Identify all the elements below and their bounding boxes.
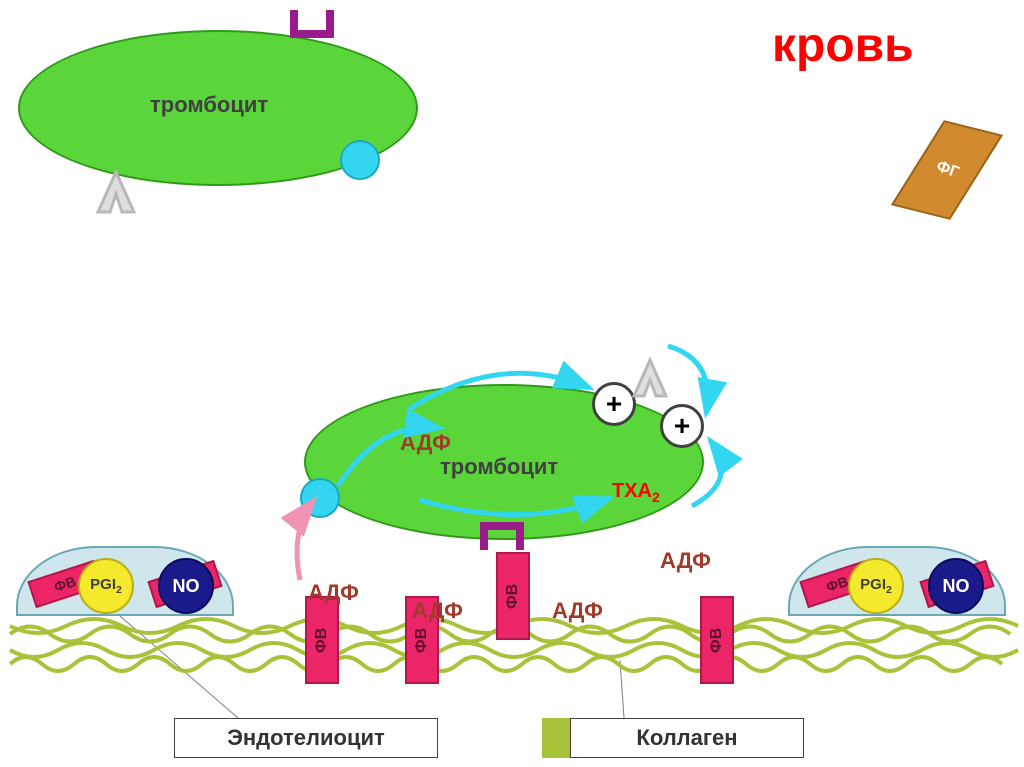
no-left: NO — [158, 558, 214, 614]
txa2-label: TXA2 — [612, 480, 660, 505]
legend-collagen-swatch — [542, 718, 570, 758]
adp-scatter-4: АДФ — [660, 548, 711, 574]
cyan-dot-top — [340, 140, 380, 180]
cyan-dot-bottom — [300, 478, 340, 518]
pgi2-right: PGI2 — [848, 558, 904, 614]
receptor-top — [290, 10, 334, 38]
adp-scatter-3: АДФ — [552, 598, 603, 624]
pgi2-left: PGI2 — [78, 558, 134, 614]
diamond-fg: ФГ — [891, 120, 1003, 220]
platelet-bottom-label: тромбоцит — [440, 454, 558, 480]
chevron-top — [94, 168, 138, 216]
adp-scatter-1: АДФ — [308, 580, 359, 606]
no-right: NO — [928, 558, 984, 614]
vwf-col-4: ФВ — [700, 596, 734, 684]
vwf-col-1: ФВ — [305, 596, 339, 684]
legend-endothelial: Эндотелиоцит — [174, 718, 438, 758]
plus-circle-2: + — [660, 404, 704, 448]
legend-collagen: Коллаген — [570, 718, 804, 758]
adp-scatter-2: АДФ — [412, 598, 463, 624]
adp-inside-label: АДФ — [400, 430, 451, 456]
platelet-top-label: тромбоцит — [150, 92, 268, 118]
diamond-fg-label: ФГ — [933, 158, 961, 183]
receptor-bottom — [480, 522, 524, 550]
title-blood: кровь — [772, 18, 914, 73]
vwf-col-3: ФВ — [496, 552, 530, 640]
chevron-bottom — [630, 356, 670, 400]
